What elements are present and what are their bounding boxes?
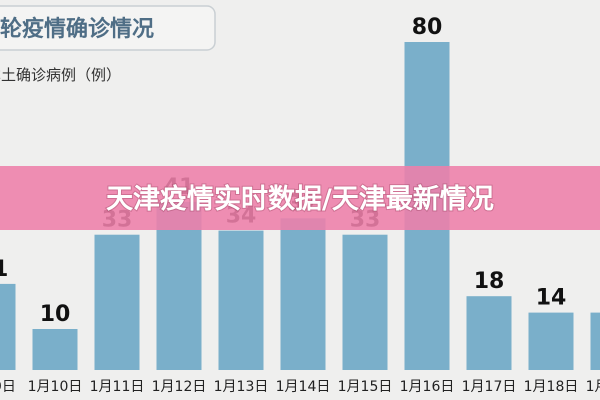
bar — [528, 312, 574, 370]
title-box — [0, 5, 216, 51]
bar — [32, 329, 78, 370]
banner-text: 天津疫情实时数据/天津最新情况 — [106, 183, 494, 215]
x-tick-label: 1月10日 — [28, 379, 83, 395]
bar — [0, 283, 16, 370]
x-tick-label: 1月11日 — [90, 379, 145, 395]
bar — [280, 218, 326, 370]
data-label: 80 — [412, 15, 443, 40]
x-tick-label: 1月13日 — [214, 379, 269, 395]
bar — [342, 234, 388, 370]
x-tick-label: 1月9日 — [0, 379, 16, 395]
bar — [218, 230, 264, 370]
x-tick-label: 1月15日 — [338, 379, 393, 395]
data-label: 14 — [536, 286, 567, 311]
data-label: 10 — [40, 302, 71, 327]
x-tick-label: 1月18日 — [524, 379, 579, 395]
x-tick-label: 1月19日 — [586, 379, 600, 395]
chart-subtitle: 本土确诊病例（例） — [0, 66, 121, 84]
data-label: 21 — [0, 257, 8, 282]
banner-band — [0, 166, 600, 230]
x-tick-label: 1月14日 — [276, 379, 331, 395]
x-tick-label: 1月12日 — [152, 379, 207, 395]
chart-title: 本轮疫情确诊情况 — [0, 16, 154, 42]
data-label: 14 — [598, 286, 600, 311]
bar — [590, 312, 600, 370]
bar — [466, 296, 512, 370]
x-tick-label: 1月16日 — [400, 379, 455, 395]
x-tick-label: 1月17日 — [462, 379, 517, 395]
bar — [94, 234, 140, 370]
data-label: 18 — [474, 269, 505, 294]
